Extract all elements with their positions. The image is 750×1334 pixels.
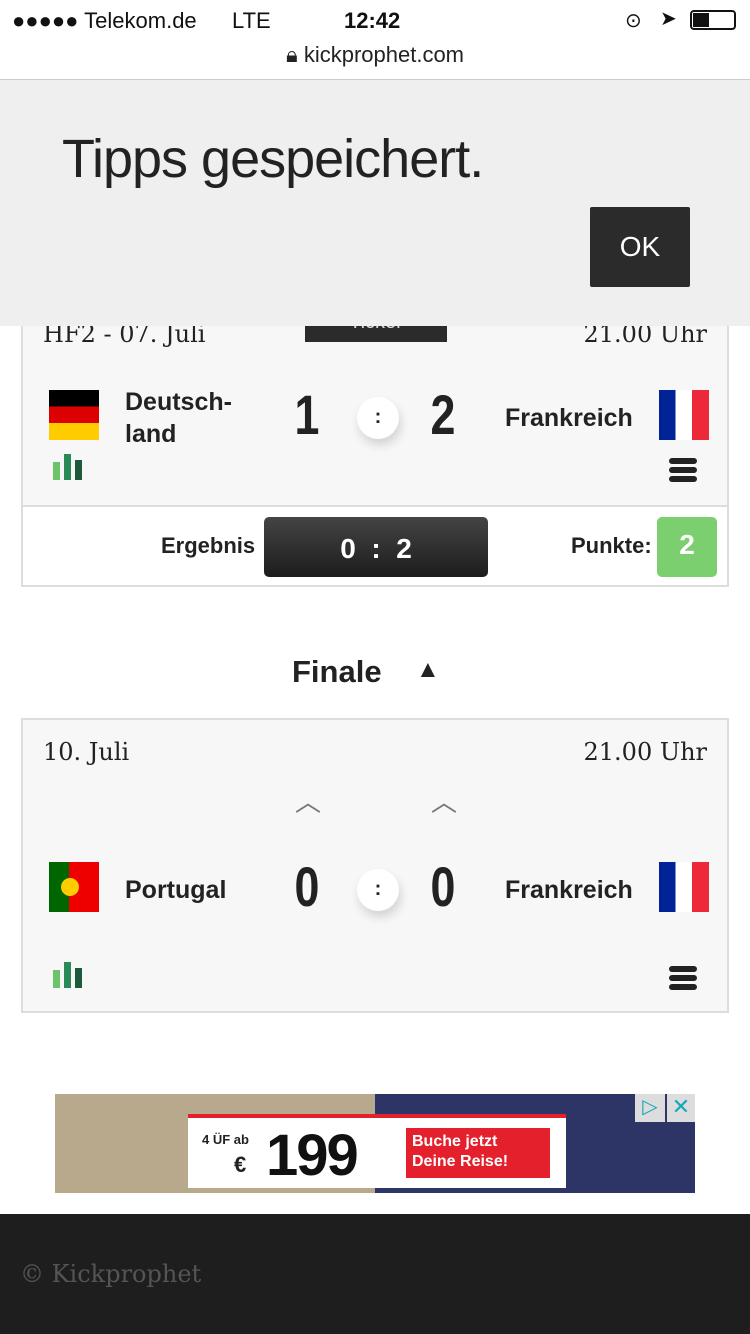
match-card-semifinal: HF2 - 07. Juli Ticker 21.00 Uhr Deutsch-…	[21, 300, 729, 587]
footer: © Kickprophet	[0, 1214, 750, 1334]
carrier: ●●●●● Telekom.de	[12, 8, 197, 33]
portugal-flag-icon	[49, 862, 99, 912]
points-label: Punkte:	[571, 533, 652, 558]
close-ad-icon[interactable]: ✕	[667, 1094, 695, 1122]
url-text: kickprophet.com	[303, 42, 465, 67]
result-row: Ergebnis 0 : 2 Punkte: 2	[23, 505, 727, 585]
ad-prefix: 4 ÜF ab	[202, 1132, 249, 1147]
alert-banner: Tipps gespeichert. OK	[0, 80, 750, 326]
germany-flag-icon	[49, 390, 99, 440]
home-tip[interactable]: 0	[294, 855, 320, 918]
clock: 12:42	[344, 8, 401, 33]
away-team: Frankreich	[505, 876, 633, 904]
ad-currency: €	[234, 1152, 247, 1177]
rotation-lock-icon: ⊙	[625, 10, 642, 32]
alert-message: Tipps gespeichert.	[62, 129, 484, 189]
away-tip[interactable]: 0	[430, 855, 456, 918]
score-separator: :	[357, 397, 399, 439]
location-icon: ➤	[660, 8, 677, 30]
stats-icon[interactable]	[53, 454, 87, 480]
ad-cta-button[interactable]: Buche jetzt Deine Reise!	[406, 1128, 550, 1178]
ad-offer-box: 4 ÜF ab € 199 Buche jetzt Deine Reise!	[188, 1114, 566, 1188]
advertisement-banner[interactable]: 4 ÜF ab € 199 Buche jetzt Deine Reise! ▷…	[55, 1094, 695, 1193]
result-label: Ergebnis	[161, 533, 256, 558]
home-team: Portugal	[125, 876, 227, 904]
final-result: 0 : 2	[264, 517, 488, 577]
collapse-triangle-icon[interactable]: ▲	[416, 656, 440, 683]
home-tip[interactable]: 1	[294, 383, 320, 446]
network: LTE	[232, 8, 271, 33]
copyright: © Kickprophet	[20, 1260, 202, 1288]
status-bar: ●●●●● Telekom.de LTE 12:42 ⊙ ➤	[0, 0, 750, 40]
stats-icon[interactable]	[53, 962, 87, 988]
match-date: 10. Juli	[43, 738, 130, 766]
home-increment-chevron-icon[interactable]: ︿	[295, 787, 322, 817]
france-flag-icon	[659, 390, 709, 440]
away-tip[interactable]: 2	[430, 383, 456, 446]
match-time: 21.00 Uhr	[583, 738, 708, 766]
lock-icon: 🔒︎	[285, 42, 298, 67]
battery-icon	[690, 10, 736, 30]
score-separator: :	[357, 869, 399, 911]
section-title: Finale	[292, 654, 382, 689]
ad-price: 199	[266, 1123, 359, 1188]
url-bar[interactable]: 🔒︎ kickprophet.com	[0, 40, 750, 80]
list-icon[interactable]	[669, 966, 697, 990]
points-badge: 2	[657, 517, 717, 577]
away-increment-chevron-icon[interactable]: ︿	[431, 787, 458, 817]
away-team: Frankreich	[505, 404, 633, 432]
home-team: Deutsch- land	[125, 388, 232, 448]
match-card-final: 10. Juli 21.00 Uhr ︿ ︿ Portugal 0 : 0 Fr…	[21, 718, 729, 1013]
ok-button[interactable]: OK	[590, 207, 690, 287]
adchoices-icon[interactable]: ▷	[635, 1094, 665, 1122]
france-flag-icon	[659, 862, 709, 912]
list-icon[interactable]	[669, 458, 697, 482]
